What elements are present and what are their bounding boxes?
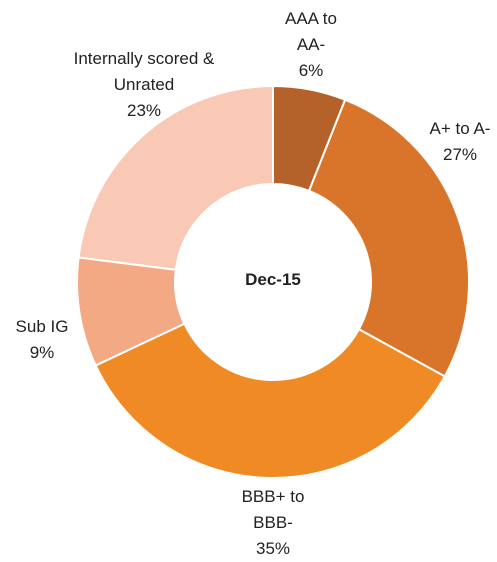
slice-label: Sub IG 9% (0, 314, 92, 366)
slice-value: 9% (29, 343, 55, 362)
slice-name: A+ to A- (429, 119, 491, 138)
donut-slice (77, 84, 274, 271)
slice-value: 23% (126, 101, 162, 120)
slice-value: 35% (255, 539, 291, 558)
slice-name: AAA to AA- (285, 9, 337, 54)
slice-value: 27% (442, 145, 478, 164)
slice-name: BBB+ to BBB- (241, 487, 305, 532)
donut-slice (94, 322, 447, 479)
slice-label: Internally scored & Unrated 23% (44, 46, 244, 124)
slice-label: AAA to AA- 6% (271, 6, 351, 84)
slice-value: 6% (298, 61, 324, 80)
slice-label: A+ to A- 27% (405, 116, 497, 168)
slice-name: Sub IG (15, 317, 69, 336)
center-label: Dec-15 (245, 270, 301, 289)
slice-label: BBB+ to BBB- 35% (228, 484, 318, 562)
slice-name: Internally scored & Unrated (73, 49, 215, 94)
donut-slice (307, 98, 470, 378)
